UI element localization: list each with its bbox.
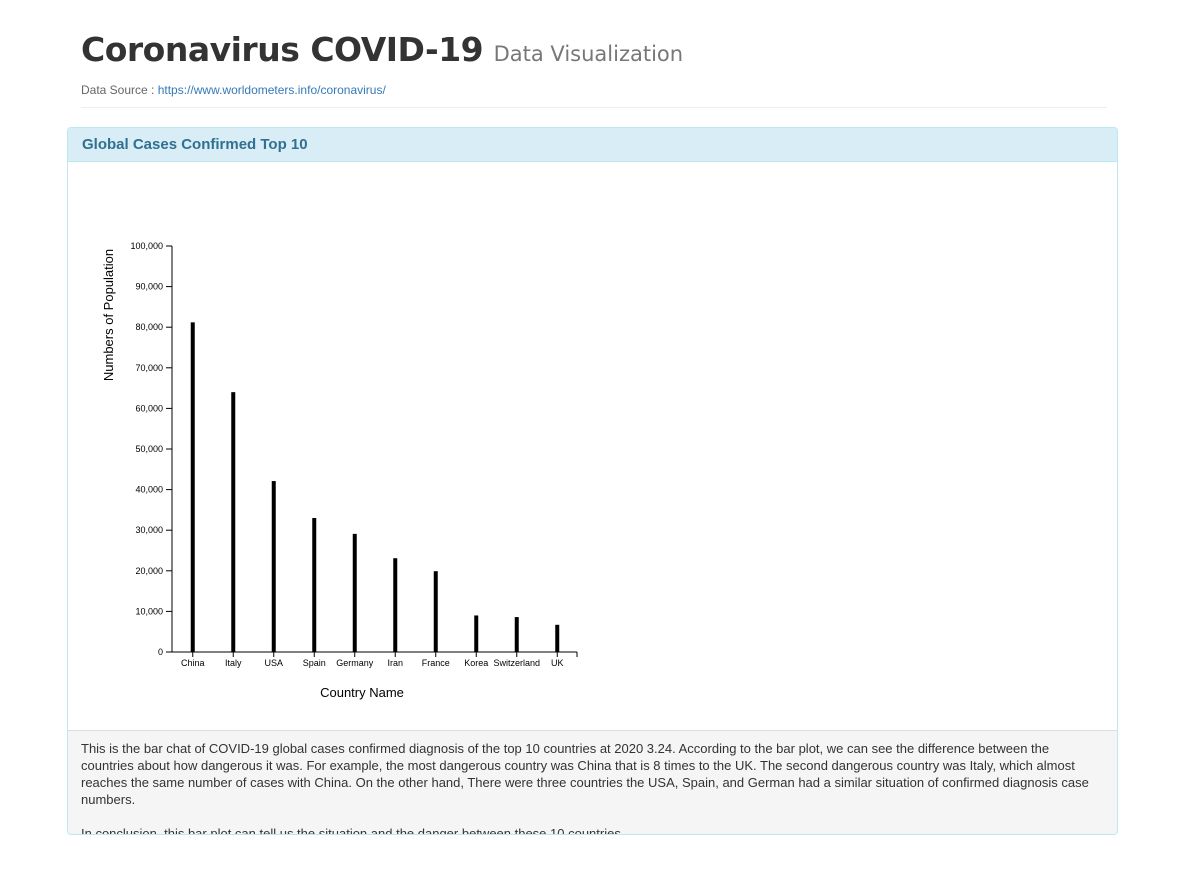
bar-france xyxy=(433,571,438,652)
y-tick-label: 90,000 xyxy=(135,282,163,292)
chart-conclusion: In conclusion, this bar plot can tell us… xyxy=(81,826,625,835)
y-axis-title: Numbers of Population xyxy=(101,249,116,381)
y-tick-label: 30,000 xyxy=(135,525,163,535)
x-tick-label: Italy xyxy=(225,658,242,668)
title-main: Coronavirus COVID-19 xyxy=(81,30,484,69)
x-tick-label: France xyxy=(422,658,450,668)
y-tick-label: 0 xyxy=(158,647,163,657)
bar-chart: 0 10,000 20,000 30,000 40,000 50,000 60,000 70,… xyxy=(101,241,578,700)
page-header: Coronavirus COVID-19 Data Visualization … xyxy=(81,28,1107,97)
y-tick-label: 100,000 xyxy=(130,241,163,251)
bar-iran xyxy=(393,558,398,652)
x-tick-label: China xyxy=(181,658,205,668)
header-divider xyxy=(81,107,1107,108)
x-tick-label: USA xyxy=(264,658,283,668)
panel-heading: Global Cases Confirmed Top 10 xyxy=(68,128,1117,162)
bar-switzerland xyxy=(514,617,519,652)
x-tick-label: Iran xyxy=(387,658,403,668)
x-tick-label: Korea xyxy=(464,658,488,668)
panel-footer: This is the bar chat of COVID-19 global … xyxy=(68,730,1117,834)
data-source: Data Source : https://www.worldometers.i… xyxy=(81,83,1107,97)
y-tick-label: 10,000 xyxy=(135,606,163,616)
x-axis-title: Country Name xyxy=(320,685,404,700)
panel-body: 0 10,000 20,000 30,000 40,000 50,000 60,000 70,… xyxy=(68,162,1117,732)
x-tick-label: Switzerland xyxy=(493,658,540,668)
bar-korea xyxy=(474,615,479,652)
chart-description: This is the bar chat of COVID-19 global … xyxy=(81,741,1089,807)
y-tick-label: 80,000 xyxy=(135,322,163,332)
data-source-label: Data Source : xyxy=(81,83,158,97)
title-subtitle: Data Visualization xyxy=(493,42,684,66)
page-title: Coronavirus COVID-19 Data Visualization xyxy=(81,28,1107,79)
y-tick-label: 20,000 xyxy=(135,566,163,576)
bar-uk xyxy=(555,624,560,652)
y-tick-label: 60,000 xyxy=(135,403,163,413)
bar-germany xyxy=(352,533,357,652)
y-tick-label: 70,000 xyxy=(135,363,163,373)
bar-usa xyxy=(271,481,276,652)
bar-italy xyxy=(231,392,236,652)
chart-panel: Global Cases Confirmed Top 10 0 10,000 20,… xyxy=(67,127,1118,835)
x-tick-label: Spain xyxy=(303,658,326,668)
bar-spain xyxy=(312,518,317,652)
x-tick-label: Germany xyxy=(336,658,374,668)
x-tick-label: UK xyxy=(551,658,564,668)
bar-china xyxy=(190,322,195,652)
y-tick-label: 50,000 xyxy=(135,444,163,454)
data-source-link[interactable]: https://www.worldometers.info/coronaviru… xyxy=(157,83,386,97)
y-tick-label: 40,000 xyxy=(135,485,163,495)
